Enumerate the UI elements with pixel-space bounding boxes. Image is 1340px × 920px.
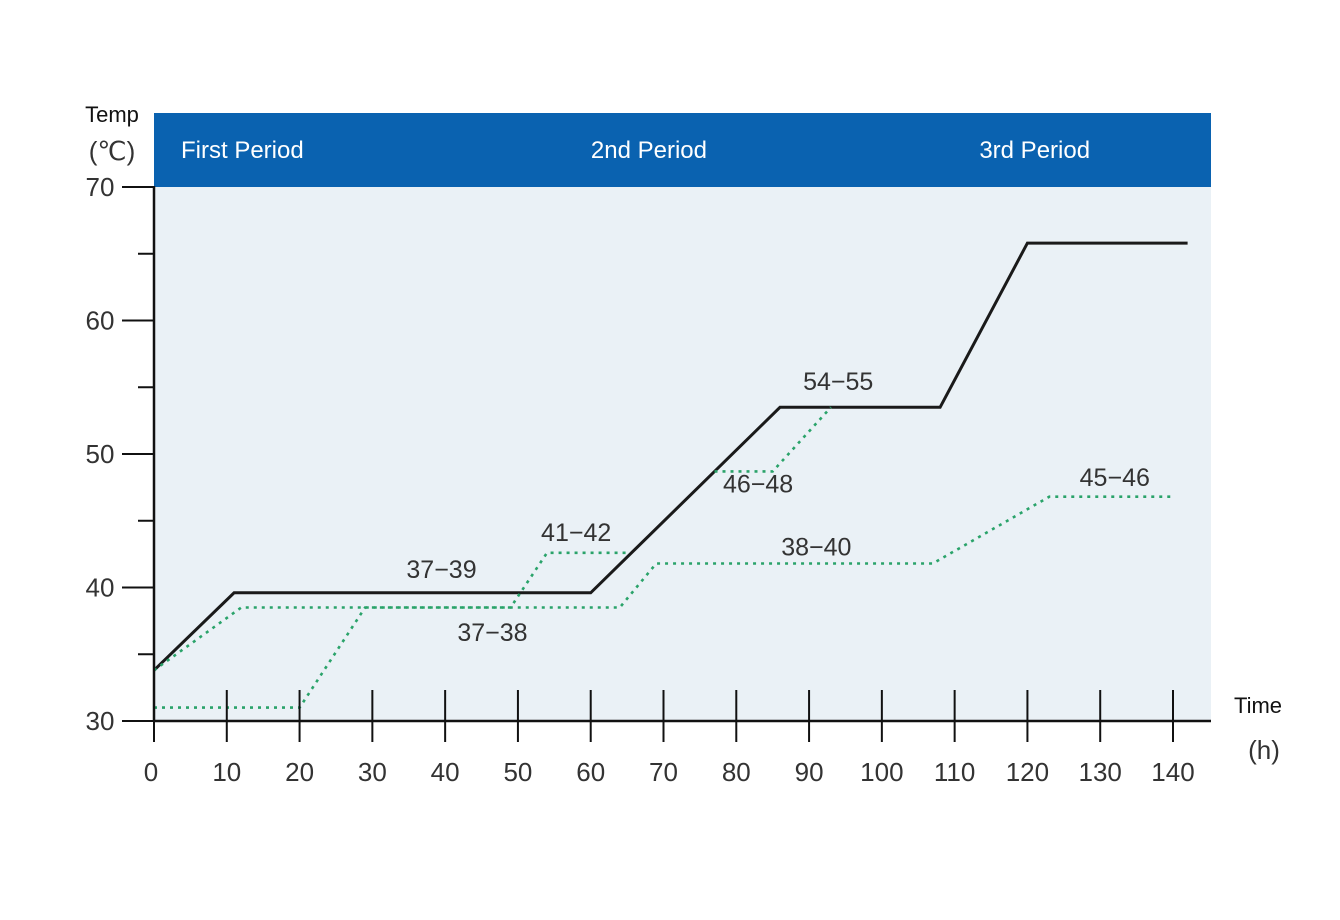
x-tick-label-60: 60 bbox=[576, 757, 605, 787]
x-tick-label-100: 100 bbox=[860, 757, 903, 787]
x-tick-label-0: 0 bbox=[144, 757, 158, 787]
period-label-3: 3rd Period bbox=[979, 137, 1090, 164]
range-annotation-1: 37−39 bbox=[406, 556, 476, 584]
dotted-temp-line-2 bbox=[153, 495, 1173, 672]
annotation-layer: 37−39 37−38 41−42 38−40 46−48 54−55 45−46 bbox=[406, 368, 1149, 647]
range-annotation-7: 45−46 bbox=[1080, 464, 1150, 492]
range-annotation-3: 41−42 bbox=[541, 519, 611, 547]
y-tick-label-70: 70 bbox=[86, 172, 115, 202]
range-annotation-2: 37−38 bbox=[457, 619, 527, 647]
range-annotation-5: 46−48 bbox=[723, 471, 793, 499]
x-tick-label-10: 10 bbox=[212, 757, 241, 787]
solid-temp-line-1 bbox=[152, 241, 1188, 672]
x-tick-label-30: 30 bbox=[358, 757, 387, 787]
x-tick-label-110: 110 bbox=[934, 757, 975, 787]
x-tick-label-90: 90 bbox=[795, 757, 824, 787]
series-layer bbox=[152, 241, 1188, 709]
y-axis-title: Temp bbox=[85, 102, 139, 127]
x-tick-label-140: 140 bbox=[1151, 757, 1194, 787]
x-tick-label-70: 70 bbox=[649, 757, 678, 787]
x-tick-label-80: 80 bbox=[722, 757, 751, 787]
plot-background bbox=[154, 187, 1211, 721]
y-tick-label-30: 30 bbox=[86, 706, 115, 736]
range-annotation-4: 38−40 bbox=[781, 533, 851, 561]
period-labels: First Period 2nd Period 3rd Period bbox=[181, 137, 1090, 164]
range-annotation-6: 54−55 bbox=[803, 368, 873, 396]
period-header-band bbox=[154, 113, 1211, 187]
dotted-temp-line-3 bbox=[154, 551, 628, 709]
period-label-1: First Period bbox=[181, 137, 304, 164]
dotted-temp-line-4 bbox=[714, 406, 832, 473]
y-tick-label-40: 40 bbox=[86, 573, 115, 603]
x-tick-label-130: 130 bbox=[1079, 757, 1122, 787]
x-axis-title: Time bbox=[1234, 693, 1282, 718]
x-tick-label-20: 20 bbox=[285, 757, 314, 787]
y-tick-label-50: 50 bbox=[86, 439, 115, 469]
x-tick-label-50: 50 bbox=[503, 757, 532, 787]
period-label-2: 2nd Period bbox=[591, 137, 707, 164]
x-tick-label-120: 120 bbox=[1006, 757, 1049, 787]
y-tick-label-60: 60 bbox=[86, 306, 115, 336]
y-axis-unit: (℃) bbox=[89, 136, 136, 166]
ticks-layer: 30 40 50 60 70 0 10 20 30 40 50 60 70 80 90 100 110 120 13… bbox=[86, 172, 1195, 787]
x-tick-label-40: 40 bbox=[431, 757, 460, 787]
x-axis-unit: (h) bbox=[1248, 735, 1280, 765]
